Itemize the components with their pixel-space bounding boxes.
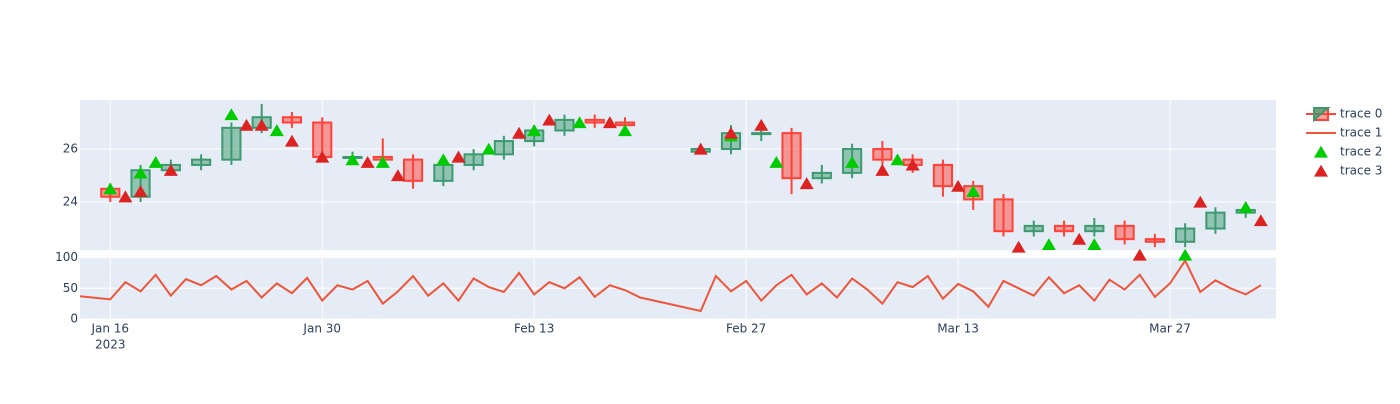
marker [436,153,451,166]
candle-body [751,132,772,136]
candle-body [584,118,605,124]
x-year-label: 2023 [95,338,126,352]
marker [345,153,360,166]
marker [602,116,617,129]
marker [890,153,905,166]
candle-body [1144,238,1165,243]
candle-body [402,158,424,182]
marker [118,190,133,203]
x-tick-label: Mar 27 [1149,322,1191,336]
marker [845,155,860,168]
marker [723,126,738,139]
line [79,258,1262,313]
marker [542,113,557,126]
candle-body [463,153,484,166]
legend-label: trace 1 [1340,126,1382,140]
legend-symbol [1314,164,1328,177]
y-tick-label: 24 [63,195,78,209]
legend-item: trace 1 [1306,126,1382,140]
marker [103,182,118,195]
marker [269,124,284,137]
marker [1238,201,1253,213]
candle-body [281,116,303,124]
top-plot-area [80,100,1276,250]
x-tick-label: Feb 27 [726,322,766,336]
marker [133,166,148,179]
candle-body [811,171,832,180]
marker [951,179,966,192]
marker [618,124,633,137]
marker [769,155,784,168]
legend-label: trace 3 [1340,164,1382,178]
candle-body [1023,224,1044,233]
candle-body [433,163,454,182]
legend-symbol [1314,145,1328,158]
marker [163,163,178,176]
marker [875,163,890,176]
marker [375,155,390,168]
marker [224,108,239,121]
x-tick-label: Feb 13 [514,322,554,336]
candle-body [1114,224,1135,241]
candle-body [781,132,802,180]
marker [148,155,163,168]
candle-body [493,140,514,156]
x-tick-label: Jan 30 [302,322,341,336]
marker [905,158,920,171]
y2-tick-label: 50 [63,281,78,295]
marker [527,124,542,137]
candle-body [221,126,242,161]
y2-tick-label: 0 [70,312,78,326]
marker [1041,238,1056,251]
marker [1011,240,1026,253]
marker [1178,248,1193,261]
marker [451,150,466,163]
marker [315,150,330,163]
legend-label: trace 2 [1340,145,1382,159]
legend-item: trace 2 [1314,145,1382,159]
marker [754,118,769,131]
candle-body [191,158,212,166]
x-tick-label: Mar 13 [937,322,979,336]
y2-tick-label: 100 [55,250,78,264]
x-tick-label: Jan 16 [90,322,129,336]
marker [799,177,814,190]
marker [360,155,375,168]
y-tick-label: 26 [63,142,78,156]
marker [1132,248,1147,261]
candle-body [554,118,575,132]
candle-body [1053,224,1075,233]
marker [572,116,587,129]
marker [1253,214,1268,227]
candle-body [872,148,893,161]
candle-body [1175,227,1196,243]
candle-body [993,198,1014,233]
marker [481,142,496,155]
candle-body [932,163,954,188]
marker [512,126,527,139]
candle-body [1205,211,1226,230]
marker [693,142,708,155]
marker [1072,232,1087,245]
legend-symbol [1313,107,1331,123]
marker [284,134,299,147]
legend-item: trace 0 [1306,107,1382,123]
candle-body [1084,224,1105,233]
marker [254,118,269,131]
marker [390,169,405,182]
marker [1087,238,1102,251]
marker [133,185,148,198]
marker [239,118,254,131]
marker [966,185,981,198]
legend-label: trace 0 [1340,107,1382,121]
marker [1193,195,1208,208]
legend-item: trace 3 [1314,164,1382,178]
